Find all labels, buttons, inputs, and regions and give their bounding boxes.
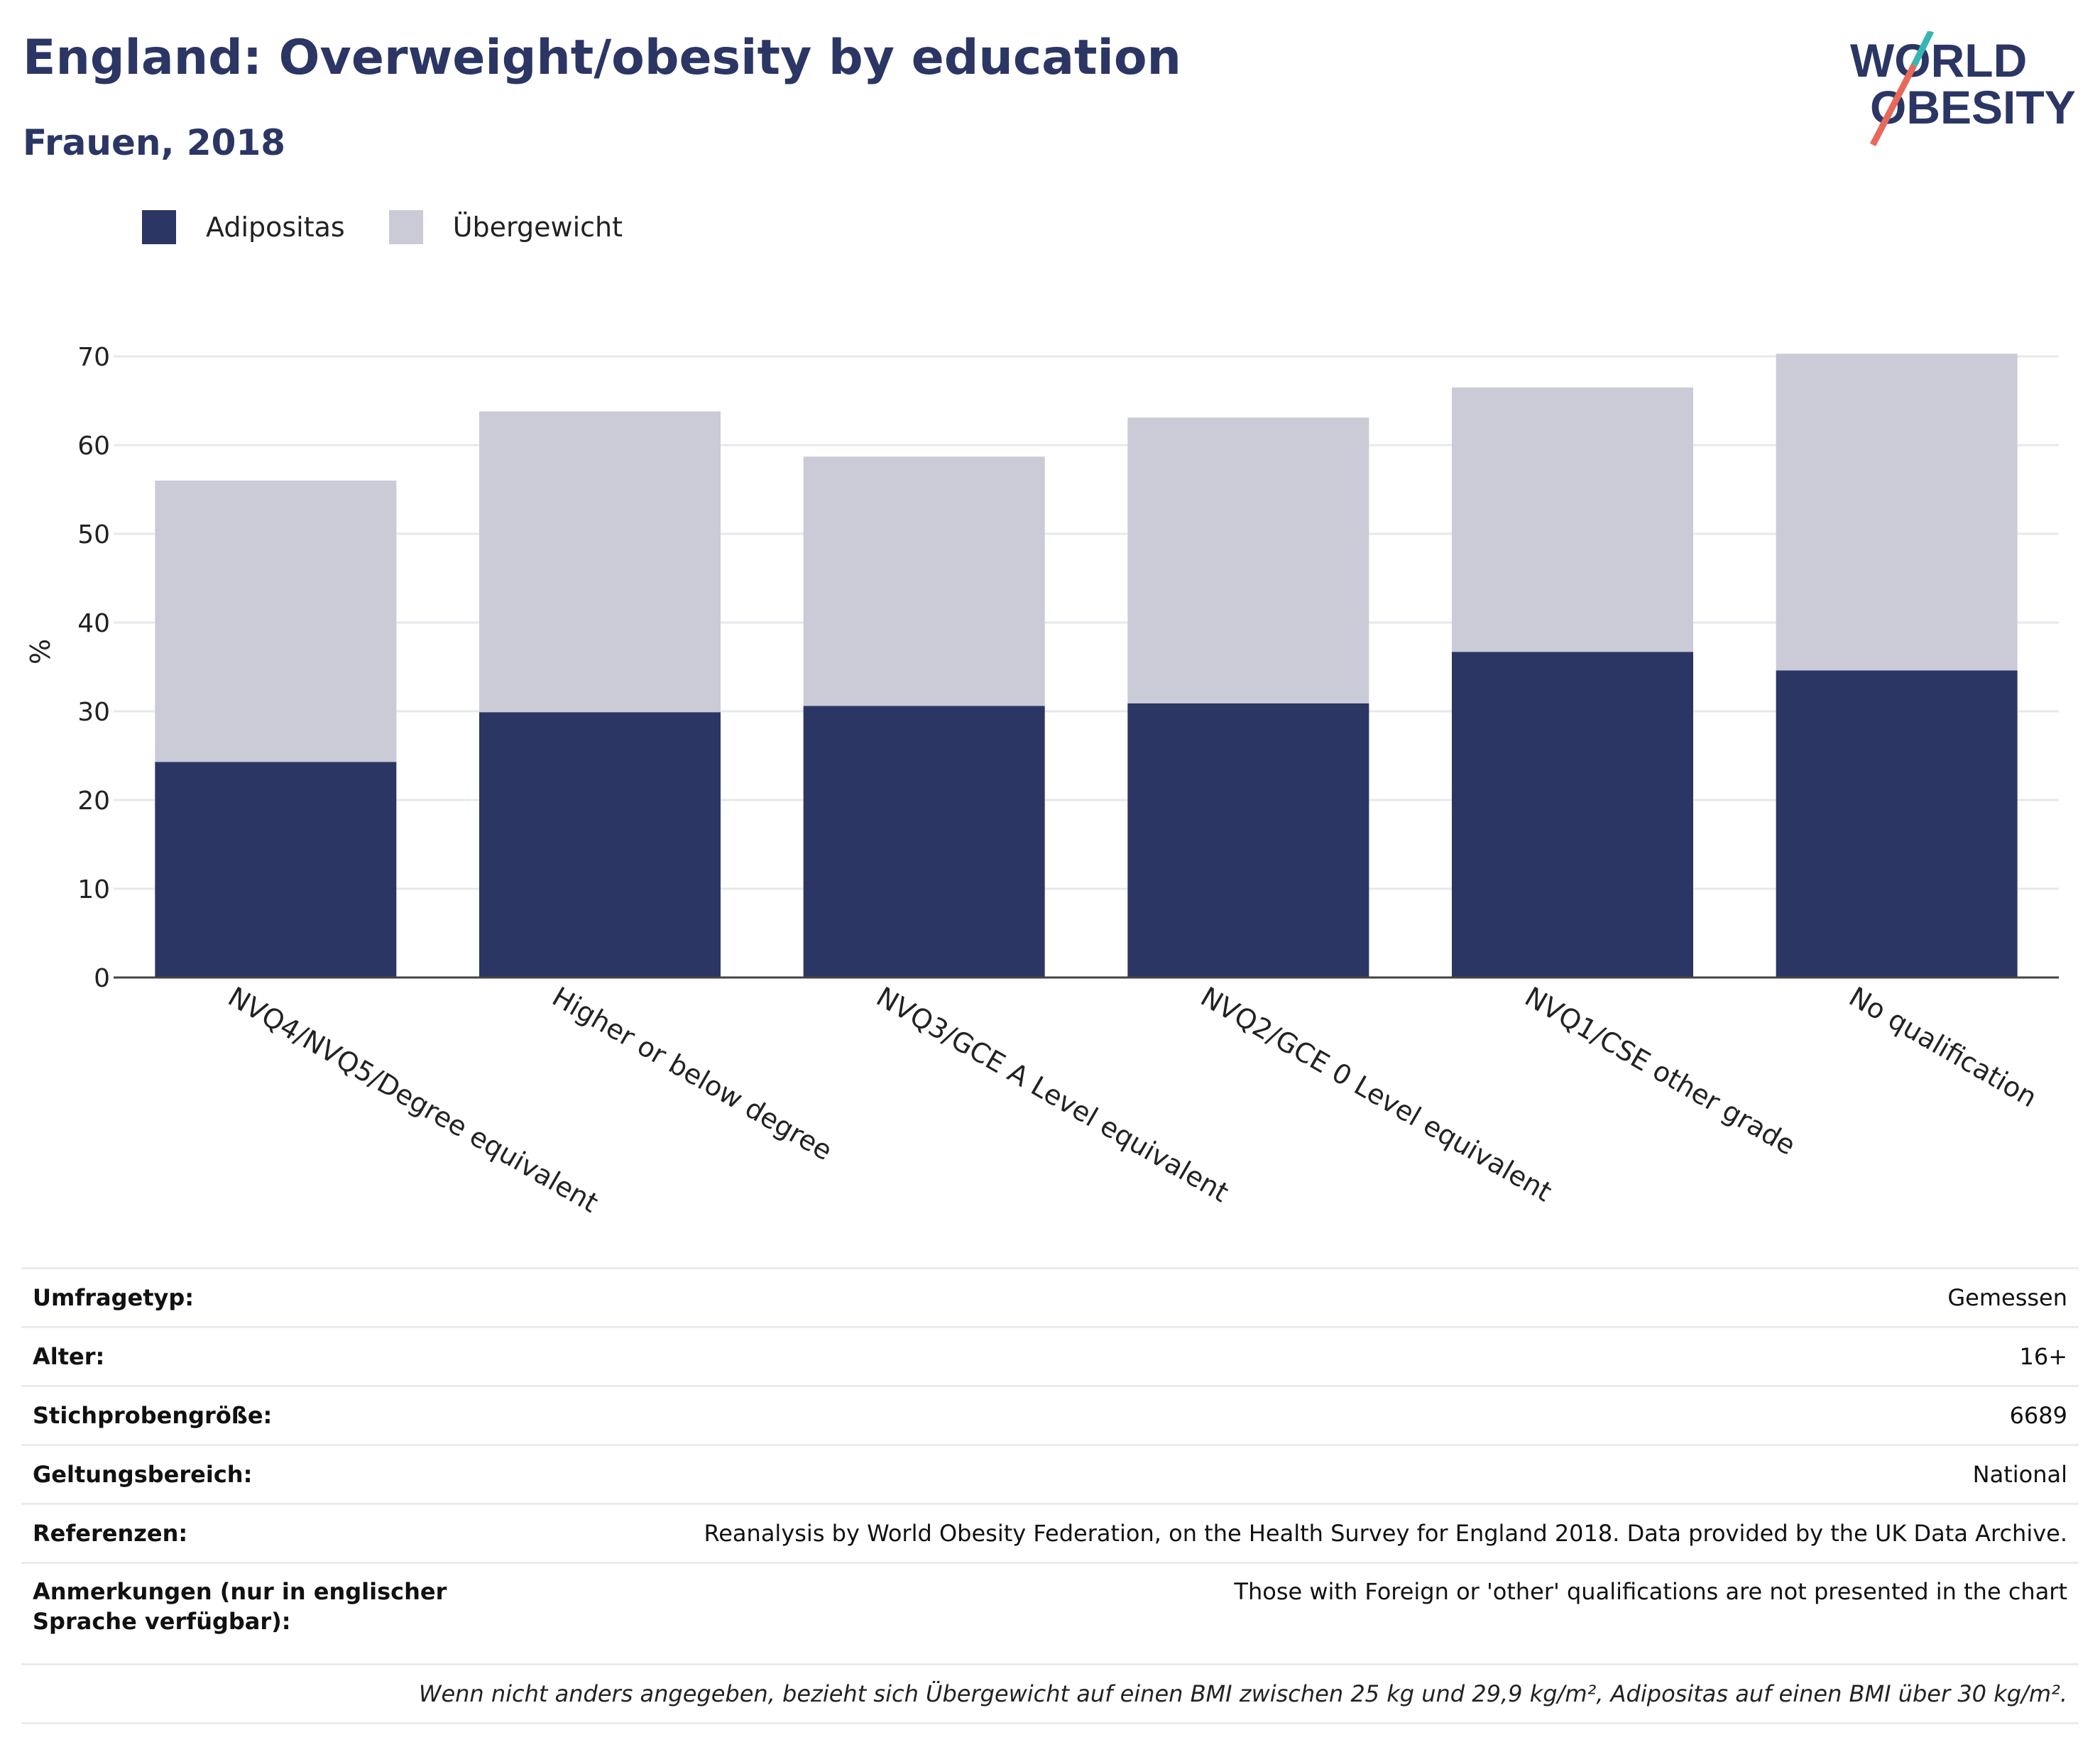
meta-key: Alter: xyxy=(33,1343,105,1370)
x-tick-label: NVQ1/CSE other grade xyxy=(1520,981,1801,1161)
meta-key: Umfragetyp: xyxy=(33,1284,195,1311)
legend-swatch-overweight xyxy=(388,210,423,244)
legend-swatch-obesity xyxy=(142,210,176,244)
bar-uebergewicht xyxy=(155,481,397,762)
stacked-bar-chart: 0 10 20 30 40 50 60 70% NVQ4/NVQ5/Degree equival… xyxy=(25,343,2059,1219)
meta-value: National xyxy=(1972,1461,2067,1488)
bar-adipositas xyxy=(803,706,1045,977)
meta-row-age: Alter: 16+ xyxy=(21,1326,2079,1385)
bar-adipositas xyxy=(479,712,721,977)
meta-value: Gemessen xyxy=(1947,1284,2067,1311)
meta-value: 16+ xyxy=(2019,1343,2067,1370)
x-tick-label: Higher or below degree xyxy=(547,981,838,1167)
bar-adipositas xyxy=(1127,703,1369,977)
bar-adipositas xyxy=(1776,670,2018,977)
meta-row-notes: Anmerkungen (nur in englischer Sprache v… xyxy=(21,1562,2079,1663)
meta-key: Anmerkungen (nur in englischer Sprache v… xyxy=(33,1578,447,1635)
page-title: England: Overweight/obesity by education xyxy=(23,30,1181,86)
meta-key: Geltungsbereich: xyxy=(33,1461,253,1488)
meta-value: 6689 xyxy=(2009,1402,2067,1429)
bar-uebergewicht xyxy=(1452,387,1693,652)
meta-key: Referenzen: xyxy=(33,1520,188,1547)
y-tick-label: 70 xyxy=(77,343,110,372)
bar-adipositas xyxy=(155,762,397,977)
y-tick-label: 30 xyxy=(77,698,110,727)
x-tick-label: NVQ3/GCE A Level equivalent xyxy=(871,981,1234,1208)
logo-slash-coral xyxy=(1870,63,1917,147)
y-tick-label: 0 xyxy=(94,964,110,993)
logo-slash-teal xyxy=(1910,31,1935,67)
bar-uebergewicht xyxy=(1776,354,2018,671)
world-obesity-logo: WORLD OBESITY xyxy=(1850,31,2076,147)
footnote: Wenn nicht anders angegeben, bezieht sic… xyxy=(21,1663,2079,1724)
logo-line-1: WORLD xyxy=(1850,34,2027,87)
x-tick-label: No qualification xyxy=(1844,981,2042,1114)
y-tick-label: 40 xyxy=(77,609,110,638)
page-subtitle: Frauen, 2018 xyxy=(23,122,286,163)
y-tick-label: 50 xyxy=(77,520,110,549)
legend-label-obesity: Adipositas xyxy=(206,212,345,243)
y-tick-label: 10 xyxy=(77,875,110,904)
legend-label-overweight: Übergewicht xyxy=(452,212,623,243)
meta-key: Stichprobengröße: xyxy=(33,1402,273,1429)
meta-value: Reanalysis by World Obesity Federation, … xyxy=(704,1520,2067,1547)
chart-legend: Adipositas Übergewicht xyxy=(142,210,667,244)
meta-row-sample-size: Stichprobengröße: 6689 xyxy=(21,1385,2079,1444)
y-tick-label: 60 xyxy=(77,432,110,461)
x-tick-label: NVQ2/GCE 0 Level equivalent xyxy=(1196,981,1557,1208)
meta-row-references: Referenzen: Reanalysis by World Obesity … xyxy=(21,1503,2079,1562)
bar-uebergewicht xyxy=(1127,417,1369,703)
y-tick-label: 20 xyxy=(77,787,110,816)
meta-row-survey-type: Umfragetyp: Gemessen xyxy=(21,1267,2079,1326)
meta-row-scope: Geltungsbereich: National xyxy=(21,1444,2079,1503)
metadata-table: Umfragetyp: Gemessen Alter: 16+ Stichpro… xyxy=(21,1267,2079,1724)
x-tick-label: NVQ4/NVQ5/Degree equivalent xyxy=(223,981,603,1219)
bar-adipositas xyxy=(1452,652,1693,977)
bar-uebergewicht xyxy=(479,411,721,713)
bar-uebergewicht xyxy=(803,456,1045,706)
y-axis-label: % xyxy=(25,639,56,664)
meta-value: Those with Foreign or 'other' qualificat… xyxy=(1234,1578,2067,1605)
